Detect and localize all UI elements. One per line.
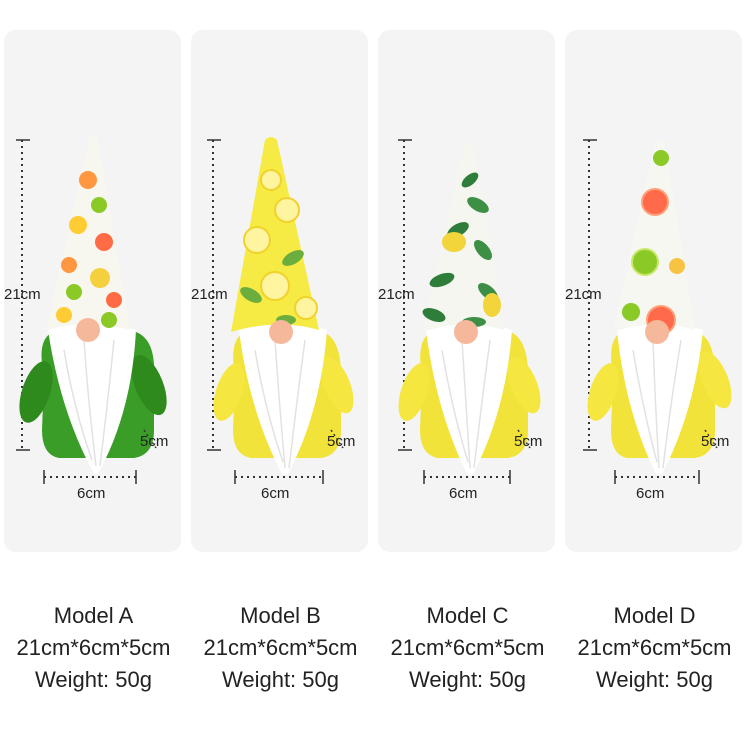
height-label: 21cm <box>191 286 228 303</box>
product-card-a: 21cm 5cm 6cm <box>4 30 181 552</box>
model-size: 21cm*6cm*5cm <box>577 635 732 660</box>
height-label: 21cm <box>378 286 415 303</box>
product-card-b: 21cm 5cm 6cm <box>191 30 368 552</box>
caption-d: Model D 21cm*6cm*5cm Weight: 50g <box>561 600 748 696</box>
gnome-b-image <box>207 137 354 484</box>
lemon-leaf-pattern <box>422 172 501 327</box>
width-label: 6cm <box>449 485 478 502</box>
model-weight: Weight: 50g <box>221 667 339 692</box>
model-weight: Weight: 50g <box>595 667 713 692</box>
depth-label: 5cm <box>327 433 356 450</box>
gnome-a-image <box>16 134 167 484</box>
product-card-c: 21cm 5cm 6cm <box>378 30 555 552</box>
width-label: 6cm <box>261 485 290 502</box>
model-size: 21cm*6cm*5cm <box>203 635 358 660</box>
model-size: 21cm*6cm*5cm <box>16 635 171 660</box>
product-card-d: 21cm 5cm 6cm <box>565 30 742 552</box>
model-name: Model A <box>53 603 134 628</box>
depth-label: 5cm <box>140 433 169 450</box>
depth-label: 5cm <box>514 433 543 450</box>
model-name: Model B <box>240 603 321 628</box>
gnome-d-image <box>583 139 732 484</box>
lemon-slice-pattern <box>240 169 318 325</box>
gnome-c-image <box>398 139 541 484</box>
depth-label: 5cm <box>701 433 730 450</box>
caption-c: Model C 21cm*6cm*5cm Weight: 50g <box>374 600 561 696</box>
model-weight: Weight: 50g <box>34 667 152 692</box>
model-name: Model D <box>613 603 696 628</box>
width-label: 6cm <box>636 485 665 502</box>
height-label: 21cm <box>565 286 602 303</box>
fruit-slice-pattern <box>56 171 122 328</box>
caption-a: Model A 21cm*6cm*5cm Weight: 50g <box>0 600 187 696</box>
model-name: Model C <box>426 603 509 628</box>
height-label: 21cm <box>4 286 41 303</box>
caption-b: Model B 21cm*6cm*5cm Weight: 50g <box>187 600 374 696</box>
width-label: 6cm <box>77 485 106 502</box>
model-weight: Weight: 50g <box>408 667 526 692</box>
model-size: 21cm*6cm*5cm <box>390 635 545 660</box>
